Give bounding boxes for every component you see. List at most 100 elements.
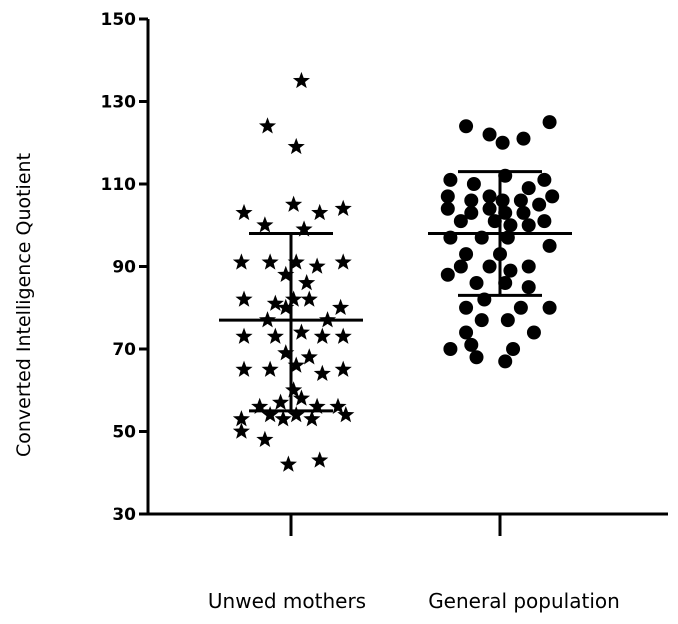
circle-point [498, 205, 513, 220]
star-point [300, 348, 318, 365]
star-point [232, 422, 250, 439]
circle-point [459, 300, 474, 315]
star-point [334, 360, 352, 377]
circle-point [466, 177, 481, 191]
circle-point [542, 115, 557, 130]
circle-point [516, 131, 531, 146]
star-point [235, 203, 253, 221]
y-tick-label: 70 [112, 340, 136, 360]
star-point [298, 274, 316, 291]
star-point [261, 360, 279, 377]
circle-point [526, 325, 541, 340]
circle-point [545, 189, 560, 204]
circle-point [482, 127, 497, 142]
circle-point [513, 193, 528, 208]
x-axis-categories: Unwed mothers General population [208, 514, 620, 613]
circle-point [521, 181, 536, 196]
circle-point [459, 247, 474, 262]
star-point [251, 397, 269, 415]
star-point [258, 117, 277, 134]
star-point [337, 406, 355, 423]
y-tick-label: 30 [112, 505, 136, 525]
summary-bars [219, 170, 572, 413]
y-tick-label: 150 [101, 10, 137, 30]
star-point [277, 265, 295, 283]
star-point [287, 253, 305, 270]
circle-point [495, 193, 510, 208]
star-point [292, 71, 310, 89]
circle-point [503, 218, 518, 233]
star-point [332, 298, 350, 316]
star-point [235, 290, 253, 307]
y-tick-label: 110 [101, 175, 137, 195]
star-point [285, 195, 303, 212]
circle-point [453, 259, 468, 274]
circle-point [542, 238, 557, 253]
star-point [311, 203, 329, 221]
star-point [292, 323, 310, 340]
circle-point [498, 276, 513, 290]
star-point [256, 216, 274, 233]
star-point [232, 410, 250, 427]
star-point [287, 406, 305, 423]
y-axis-ticks: 30 50 70 90 110 130 150 [101, 10, 148, 525]
circle-point [516, 205, 531, 220]
star-point [256, 430, 274, 448]
y-tick-label: 130 [101, 93, 137, 113]
axes [146, 19, 668, 516]
circle-point [474, 313, 489, 328]
star-point [308, 257, 326, 274]
y-axis-title: Converted Intelligence Quotient [13, 153, 35, 457]
circle-point [469, 276, 484, 290]
star-point [235, 327, 253, 344]
circle-point [464, 193, 479, 208]
circle-point [513, 300, 528, 315]
circle-point [495, 135, 510, 150]
star-point [334, 253, 352, 270]
star-point [235, 360, 253, 377]
circle-point [487, 214, 502, 229]
star-point [287, 137, 305, 155]
y-tick-label: 50 [112, 423, 136, 443]
circle-point [440, 201, 455, 216]
star-point [295, 220, 313, 237]
star-point [261, 406, 279, 423]
star-point [292, 389, 310, 406]
star-point [334, 327, 352, 344]
star-point [287, 356, 305, 373]
circle-point [537, 172, 552, 187]
star-point [266, 327, 284, 344]
star-point [334, 199, 352, 217]
circle-point [443, 172, 458, 187]
data-points [232, 71, 560, 472]
star-point [277, 298, 295, 316]
star-point [313, 327, 331, 344]
star-point [285, 290, 303, 307]
y-tick-label: 90 [112, 258, 136, 278]
x-category-label: General population [428, 589, 620, 613]
circle-point [443, 342, 458, 356]
star-point [313, 364, 331, 382]
circle-point [482, 259, 497, 274]
circle-point [542, 300, 557, 315]
star-point [232, 253, 250, 270]
circle-point [506, 342, 521, 356]
circle-point [459, 325, 474, 340]
circle-point [464, 337, 479, 352]
circle-point [459, 119, 474, 134]
circle-point [500, 313, 515, 328]
star-point [285, 381, 303, 398]
star-point [261, 253, 279, 270]
star-point [300, 290, 318, 307]
circle-point [469, 350, 484, 365]
star-point [308, 397, 326, 415]
circle-point [440, 267, 455, 282]
star-point [303, 410, 321, 427]
circle-point [521, 218, 536, 233]
circle-point [440, 189, 455, 204]
star-point [272, 393, 290, 410]
circle-point [453, 214, 468, 229]
star-point [277, 344, 295, 361]
circle-point [503, 263, 518, 278]
